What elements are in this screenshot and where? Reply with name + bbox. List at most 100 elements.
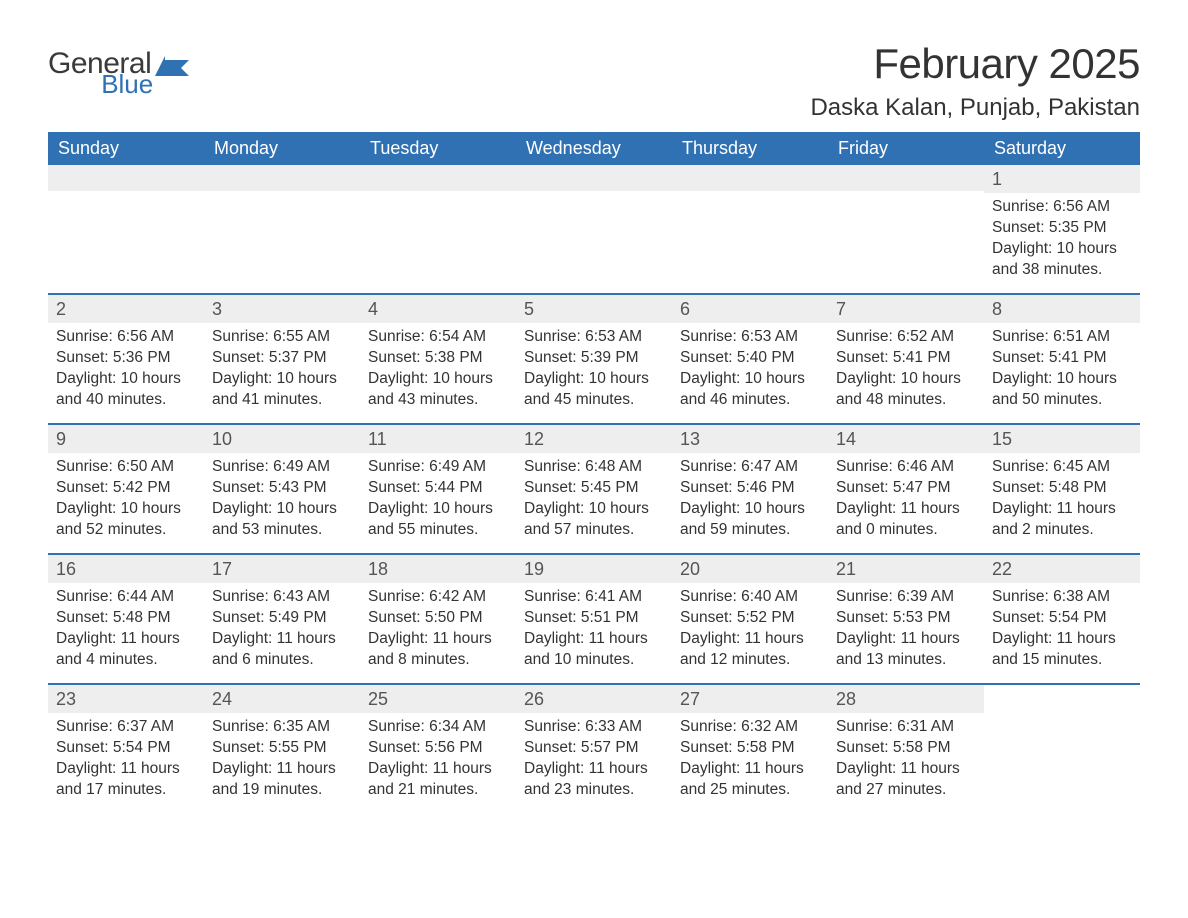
calendar-day: 8Sunrise: 6:51 AMSunset: 5:41 PMDaylight… [984, 295, 1140, 423]
page-header: General Blue February 2025 Daska Kalan, … [48, 40, 1140, 122]
daylight-text: Daylight: 10 hours and 50 minutes. [992, 369, 1132, 411]
calendar-day-empty [48, 165, 204, 293]
daylight-text: Daylight: 11 hours and 19 minutes. [212, 759, 352, 801]
calendar-day: 25Sunrise: 6:34 AMSunset: 5:56 PMDayligh… [360, 685, 516, 813]
sunset-text: Sunset: 5:48 PM [56, 608, 196, 629]
day-number: 2 [48, 295, 204, 323]
weekday-header: Sunday [48, 132, 204, 165]
day-number: 9 [48, 425, 204, 453]
sunset-text: Sunset: 5:38 PM [368, 348, 508, 369]
weekday-header: Tuesday [360, 132, 516, 165]
day-number: 22 [984, 555, 1140, 583]
day-number: 8 [984, 295, 1140, 323]
weekday-header: Wednesday [516, 132, 672, 165]
day-number: 15 [984, 425, 1140, 453]
day-number: 6 [672, 295, 828, 323]
day-number: 1 [984, 165, 1140, 193]
calendar-day: 18Sunrise: 6:42 AMSunset: 5:50 PMDayligh… [360, 555, 516, 683]
calendar-day: 2Sunrise: 6:56 AMSunset: 5:36 PMDaylight… [48, 295, 204, 423]
sunrise-text: Sunrise: 6:37 AM [56, 717, 196, 738]
sunset-text: Sunset: 5:39 PM [524, 348, 664, 369]
daylight-text: Daylight: 11 hours and 10 minutes. [524, 629, 664, 671]
calendar-day: 24 Sunrise: 6:35 AMSunset: 5:55 PMDayligh… [204, 685, 360, 813]
sunset-text: Sunset: 5:47 PM [836, 478, 976, 499]
calendar-day: 21Sunrise: 6:39 AMSunset: 5:53 PMDayligh… [828, 555, 984, 683]
daylight-text: Daylight: 11 hours and 8 minutes. [368, 629, 508, 671]
day-number: 16 [48, 555, 204, 583]
calendar-day: 15Sunrise: 6:45 AMSunset: 5:48 PMDayligh… [984, 425, 1140, 553]
calendar-day-empty [672, 165, 828, 293]
sunset-text: Sunset: 5:56 PM [368, 738, 508, 759]
calendar-day: 6Sunrise: 6:53 AMSunset: 5:40 PMDaylight… [672, 295, 828, 423]
sunrise-text: Sunrise: 6:41 AM [524, 587, 664, 608]
calendar: SundayMondayTuesdayWednesdayThursdayFrid… [48, 132, 1140, 813]
sunrise-text: Sunrise: 6:46 AM [836, 457, 976, 478]
sunrise-text: Sunrise: 6:53 AM [524, 327, 664, 348]
calendar-day: 17Sunrise: 6:43 AMSunset: 5:49 PMDayligh… [204, 555, 360, 683]
daylight-text: Daylight: 11 hours and 2 minutes. [992, 499, 1132, 541]
day-number: 24 [204, 685, 360, 713]
sunrise-text: Sunrise: 6:44 AM [56, 587, 196, 608]
calendar-day: 20Sunrise: 6:40 AMSunset: 5:52 PMDayligh… [672, 555, 828, 683]
sunset-text: Sunset: 5:35 PM [992, 218, 1132, 239]
sunset-text: Sunset: 5:55 PM [212, 738, 352, 759]
calendar-day: 4 Sunrise: 6:54 AMSunset: 5:38 PMDaylight… [360, 295, 516, 423]
calendar-day: 19Sunrise: 6:41 AMSunset: 5:51 PMDayligh… [516, 555, 672, 683]
day-number: 25 [360, 685, 516, 713]
day-number: 11 [360, 425, 516, 453]
calendar-day-empty [204, 165, 360, 293]
sunrise-text: Sunrise: 6:42 AM [368, 587, 508, 608]
daylight-text: Daylight: 10 hours and 43 minutes. [368, 369, 508, 411]
calendar-week: 9Sunrise: 6:50 AMSunset: 5:42 PMDaylight… [48, 423, 1140, 553]
daylight-text: Daylight: 10 hours and 45 minutes. [524, 369, 664, 411]
calendar-day: 14Sunrise: 6:46 AMSunset: 5:47 PMDayligh… [828, 425, 984, 553]
sunrise-text: Sunrise: 6:43 AM [212, 587, 352, 608]
sunset-text: Sunset: 5:53 PM [836, 608, 976, 629]
calendar-day: 9 Sunrise: 6:50 AMSunset: 5:42 PMDaylight… [48, 425, 204, 553]
daylight-text: Daylight: 10 hours and 55 minutes. [368, 499, 508, 541]
sunset-text: Sunset: 5:42 PM [56, 478, 196, 499]
day-number: 13 [672, 425, 828, 453]
sunrise-text: Sunrise: 6:50 AM [56, 457, 196, 478]
calendar-day-empty [516, 165, 672, 293]
calendar-day: 1Sunrise: 6:56 AMSunset: 5:35 PMDaylight… [984, 165, 1140, 293]
sunset-text: Sunset: 5:48 PM [992, 478, 1132, 499]
sunset-text: Sunset: 5:57 PM [524, 738, 664, 759]
sunrise-text: Sunrise: 6:32 AM [680, 717, 820, 738]
sunrise-text: Sunrise: 6:35 AM [212, 717, 352, 738]
sunrise-text: Sunrise: 6:40 AM [680, 587, 820, 608]
sunrise-text: Sunrise: 6:39 AM [836, 587, 976, 608]
brand-word-2: Blue [101, 73, 153, 96]
calendar-week: 2Sunrise: 6:56 AMSunset: 5:36 PMDaylight… [48, 293, 1140, 423]
calendar-day: 5Sunrise: 6:53 AMSunset: 5:39 PMDaylight… [516, 295, 672, 423]
daylight-text: Daylight: 10 hours and 48 minutes. [836, 369, 976, 411]
day-number [204, 165, 360, 191]
sunrise-text: Sunrise: 6:54 AM [368, 327, 508, 348]
sunrise-text: Sunrise: 6:48 AM [524, 457, 664, 478]
sunset-text: Sunset: 5:43 PM [212, 478, 352, 499]
sunrise-text: Sunrise: 6:49 AM [368, 457, 508, 478]
sunset-text: Sunset: 5:36 PM [56, 348, 196, 369]
weekday-header: Monday [204, 132, 360, 165]
daylight-text: Daylight: 10 hours and 41 minutes. [212, 369, 352, 411]
sunset-text: Sunset: 5:45 PM [524, 478, 664, 499]
calendar-day: 10Sunrise: 6:49 AMSunset: 5:43 PMDayligh… [204, 425, 360, 553]
brand-logo: General Blue [48, 40, 191, 96]
daylight-text: Daylight: 11 hours and 17 minutes. [56, 759, 196, 801]
calendar-day: 28Sunrise: 6:31 AMSunset: 5:58 PMDayligh… [828, 685, 984, 813]
sunset-text: Sunset: 5:40 PM [680, 348, 820, 369]
sunset-text: Sunset: 5:52 PM [680, 608, 820, 629]
daylight-text: Daylight: 11 hours and 6 minutes. [212, 629, 352, 671]
calendar-week: 23Sunrise: 6:37 AMSunset: 5:54 PMDayligh… [48, 683, 1140, 813]
day-number: 19 [516, 555, 672, 583]
day-number: 7 [828, 295, 984, 323]
daylight-text: Daylight: 11 hours and 27 minutes. [836, 759, 976, 801]
sunrise-text: Sunrise: 6:34 AM [368, 717, 508, 738]
calendar-week: 1Sunrise: 6:56 AMSunset: 5:35 PMDaylight… [48, 165, 1140, 293]
daylight-text: Daylight: 10 hours and 40 minutes. [56, 369, 196, 411]
daylight-text: Daylight: 10 hours and 52 minutes. [56, 499, 196, 541]
day-number: 4 [360, 295, 516, 323]
day-number [48, 165, 204, 191]
sunset-text: Sunset: 5:50 PM [368, 608, 508, 629]
daylight-text: Daylight: 11 hours and 15 minutes. [992, 629, 1132, 671]
